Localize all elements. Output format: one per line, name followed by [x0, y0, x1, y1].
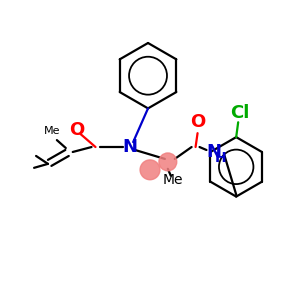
Text: O: O: [190, 113, 205, 131]
Text: Cl: Cl: [230, 104, 250, 122]
Text: Me: Me: [44, 126, 60, 136]
Circle shape: [159, 153, 177, 171]
Text: N: N: [123, 138, 138, 156]
Text: O: O: [69, 121, 84, 139]
Circle shape: [140, 160, 160, 180]
Text: Me: Me: [163, 173, 183, 187]
Text: N: N: [206, 143, 221, 161]
Text: H: H: [214, 151, 226, 165]
